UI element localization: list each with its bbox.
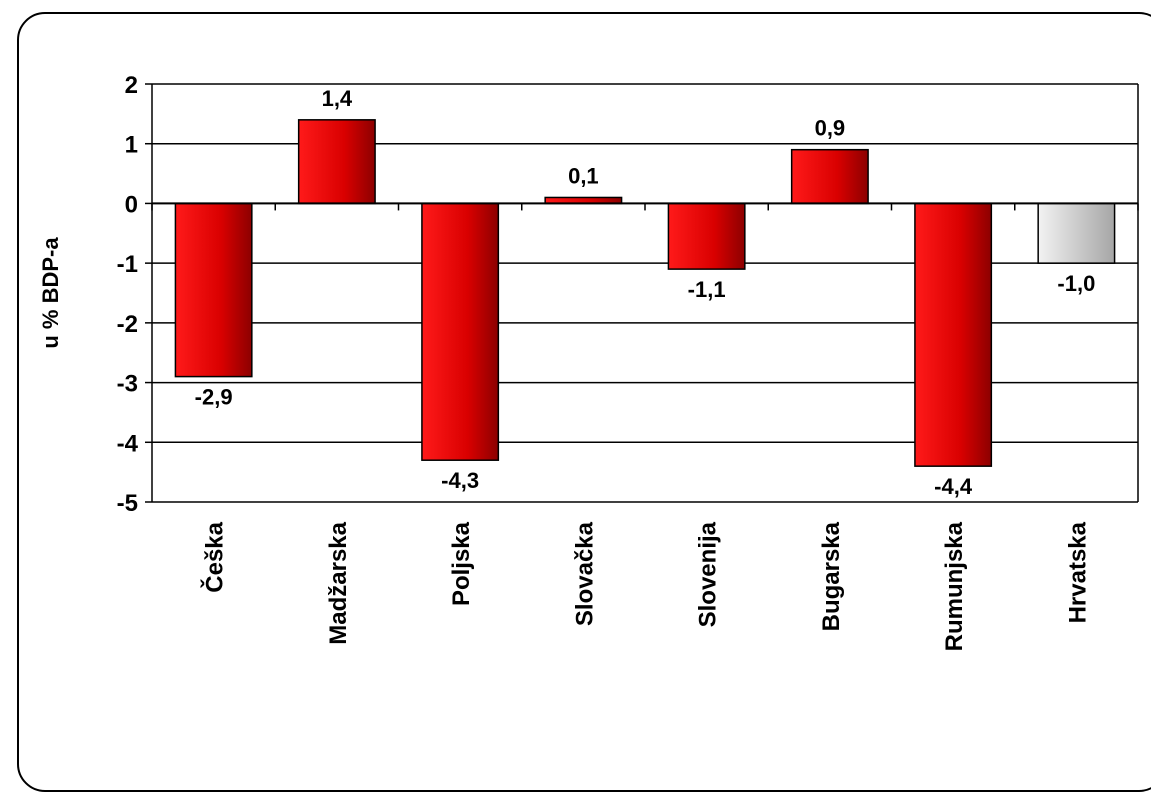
- y-tick-label: -3: [117, 371, 138, 398]
- y-tick-label: 2: [125, 72, 138, 99]
- bar-hrvatska: [1037, 202, 1116, 264]
- category-label: Rumunjska: [941, 521, 968, 651]
- y-tick-label: -1: [117, 251, 138, 278]
- data-label: 1,4: [322, 86, 353, 111]
- bar-chart: 210-1-2-3-4-5 -2,91,4-4,30,1-1,10,9-4,4-…: [38, 72, 1139, 651]
- category-labels: Češka Madžarska Poljska Slovačka Slovenija Bu…: [201, 521, 1092, 651]
- category-label: Poljska: [448, 521, 475, 606]
- bars: [174, 119, 1116, 467]
- category-label: Češka: [201, 521, 229, 592]
- y-tick-label: -4: [117, 430, 139, 457]
- bar-rumunjska: [914, 202, 993, 467]
- y-tick-label: -2: [117, 311, 138, 338]
- category-label: Madžarska: [325, 521, 352, 644]
- y-tick-label: 0: [125, 191, 138, 218]
- data-label: -4,3: [441, 468, 479, 493]
- axes: [151, 84, 1139, 502]
- bar-slovenija: [667, 202, 746, 270]
- data-label: -1,0: [1057, 271, 1095, 296]
- bar-madžarska: [297, 119, 376, 205]
- y-axis-title: u % BDP-a: [38, 237, 63, 349]
- data-label: 0,1: [568, 163, 599, 188]
- bar-češka: [174, 202, 253, 378]
- y-tick-label: -5: [117, 490, 138, 517]
- data-label: -1,1: [688, 277, 726, 302]
- y-tick-labels: 2 1 0 -1 -2 -3 -4 -5: [117, 72, 139, 517]
- category-label: Hrvatska: [1064, 521, 1091, 623]
- category-label: Bugarska: [818, 521, 845, 631]
- bar-poljska: [421, 202, 500, 461]
- data-label: -4,4: [934, 474, 973, 499]
- data-labels: -2,9 1,4 -4,3 0,1 -1,1 0,9 -4,4 -1,0: [195, 86, 1096, 499]
- data-label: -2,9: [195, 385, 233, 410]
- bar-bugarska: [790, 148, 869, 205]
- y-tick-label: 1: [125, 132, 138, 159]
- category-label: Slovenija: [695, 521, 722, 627]
- category-label: Slovačka: [571, 521, 598, 626]
- data-label: 0,9: [815, 116, 846, 141]
